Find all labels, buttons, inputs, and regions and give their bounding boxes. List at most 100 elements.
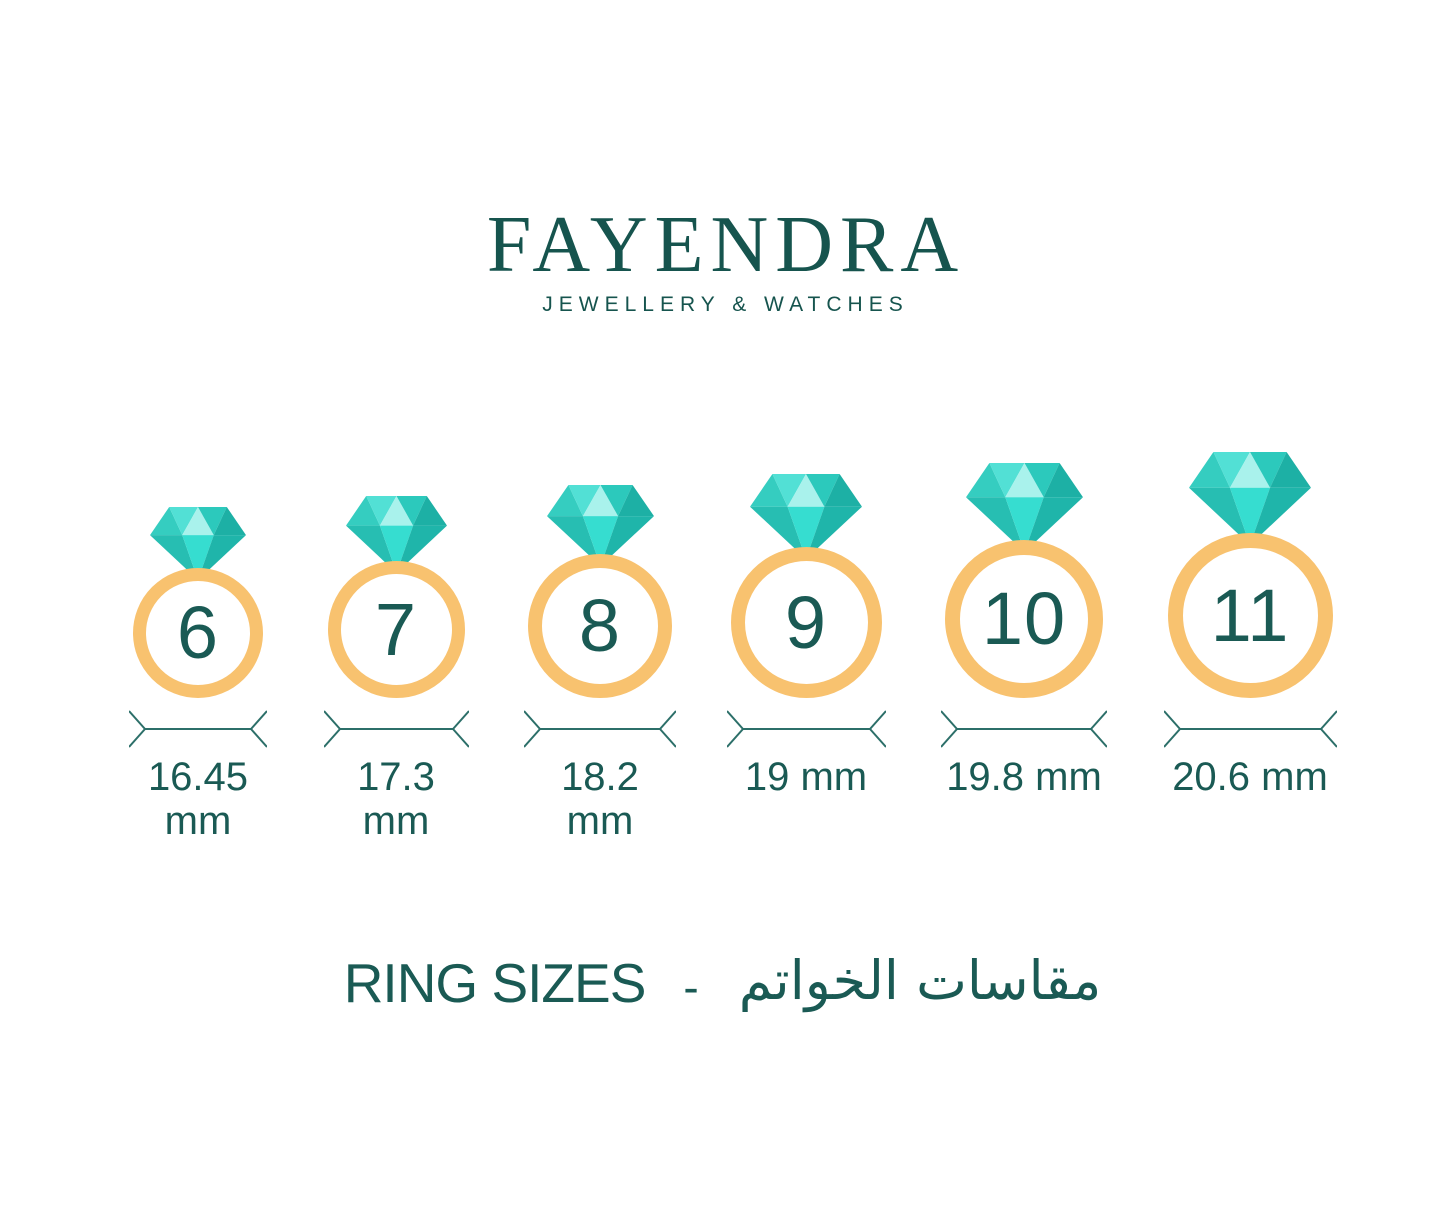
ring-item: 8 18.2 mm	[523, 440, 677, 843]
ring-diamond	[546, 485, 654, 571]
ring-measure	[1162, 707, 1338, 756]
measure-line-part	[128, 728, 146, 748]
ring-size-number: 10	[981, 577, 1067, 660]
ring-diameter-label: 19.8 mm	[946, 755, 1102, 799]
diamond-icon	[1189, 452, 1311, 545]
measure-line-part	[940, 728, 958, 748]
ring-item: 11 20.6 mm	[1162, 440, 1338, 820]
measure-line-part	[322, 728, 341, 748]
ring-size-number: 6	[176, 591, 220, 674]
diamond-facet	[1024, 463, 1060, 498]
measure-line-part	[868, 710, 887, 730]
measure-line-part	[659, 710, 677, 730]
diamond-facet	[169, 507, 198, 536]
ring-size-number: 8	[578, 584, 622, 667]
diamond-facet	[772, 474, 806, 507]
diameter-measure-line	[725, 710, 887, 748]
diamond-facet	[1043, 463, 1083, 498]
diamond-facet	[365, 496, 396, 526]
diamond-facet	[750, 506, 806, 559]
diamond-facet	[412, 496, 447, 526]
ring-item: 10 19.8 mm	[940, 440, 1108, 820]
measure-line-part	[1090, 710, 1108, 730]
ring-diameter-label: 18.2 mm	[561, 755, 639, 843]
diamond-facet	[150, 507, 183, 536]
ring-diamond	[965, 463, 1083, 557]
ring-diameter-label: 17.3 mm	[357, 755, 435, 843]
measure-line-part	[250, 710, 268, 730]
brand-tagline: JEWELLERY & WATCHES	[542, 293, 909, 316]
ring-diamond	[1189, 452, 1311, 550]
diamond-facet	[1189, 452, 1230, 488]
ring-band: 6	[133, 568, 263, 698]
diamond-facet	[806, 474, 840, 507]
diamond-facet	[1004, 463, 1044, 498]
ring-diameter-label: 20.6 mm	[1172, 755, 1328, 799]
diamond-icon	[546, 485, 654, 566]
diamond-facet	[1229, 452, 1271, 488]
ring-measure	[322, 707, 470, 756]
ring-band: 8	[528, 554, 672, 698]
ring-diameter-label: 19 mm	[744, 755, 868, 799]
measure-line-part	[868, 728, 887, 748]
diamond-facet	[824, 474, 862, 507]
diamond-icon	[965, 463, 1083, 552]
footer-title-separator: -	[683, 961, 699, 1013]
diamond-facet	[965, 463, 1005, 498]
diameter-measure-line	[322, 710, 470, 748]
diamond-facet	[379, 496, 413, 526]
measure-line-part	[725, 728, 744, 748]
ring-band: 9	[730, 547, 882, 698]
ring-item: 7 17.3 mm	[322, 440, 470, 843]
diamond-facet	[546, 516, 600, 566]
ring-band: 7	[327, 561, 465, 698]
diamond-facet	[965, 497, 1024, 552]
diamond-facet	[582, 485, 618, 517]
diamond-facet	[379, 525, 413, 573]
ring-band: 11	[1167, 533, 1333, 698]
measure-line-part	[1162, 710, 1181, 730]
ring-item: 9 19 mm	[725, 440, 887, 820]
diamond-facet	[567, 485, 600, 517]
ring-item: 6 16.45 mm	[128, 440, 268, 843]
diamond-facet	[806, 506, 862, 559]
measure-line-part	[250, 728, 268, 748]
diamond-facet	[617, 485, 654, 517]
footer-title-arabic: مقاسات الخواتم	[738, 948, 1102, 1012]
diamond-facet	[396, 496, 427, 526]
diameter-measure-line	[523, 710, 677, 748]
measure-line-part	[940, 710, 958, 730]
measure-line-part	[128, 710, 146, 730]
diamond-facet	[1229, 487, 1271, 545]
diamond-facet	[600, 516, 654, 566]
measure-line-part	[451, 728, 470, 748]
ring-band: 10	[945, 540, 1103, 698]
diamond-facet	[600, 485, 633, 517]
footer-title: RING SIZES - مقاسات الخواتم	[0, 933, 1445, 1033]
diamond-icon	[750, 474, 862, 559]
ring-measure	[725, 707, 887, 756]
diamond-facet	[345, 496, 380, 526]
ring-measure	[523, 707, 677, 756]
diamond-facet	[750, 474, 788, 507]
diamond-facet	[1004, 497, 1044, 552]
diamond-facet	[787, 474, 825, 507]
ring-size-number: 9	[784, 580, 828, 664]
footer-title-english: RING SIZES	[343, 952, 647, 1014]
diamond-facet	[546, 485, 583, 517]
measure-line-part	[1162, 728, 1181, 748]
measure-line-part	[451, 710, 470, 730]
measure-line-part	[1319, 710, 1338, 730]
measure-line-part	[322, 710, 341, 730]
diamond-facet	[582, 516, 618, 566]
measure-line-part	[725, 710, 744, 730]
ring-size-number: 7	[374, 587, 418, 671]
diamond-facet	[213, 507, 246, 536]
brand-logo: FAYENDRA JEWELLERY & WATCHES	[0, 205, 1445, 315]
diamond-facet	[198, 507, 227, 536]
brand-name: FAYENDRA	[486, 201, 966, 289]
diamond-facet	[182, 535, 214, 580]
diameter-measure-line	[1162, 710, 1338, 748]
